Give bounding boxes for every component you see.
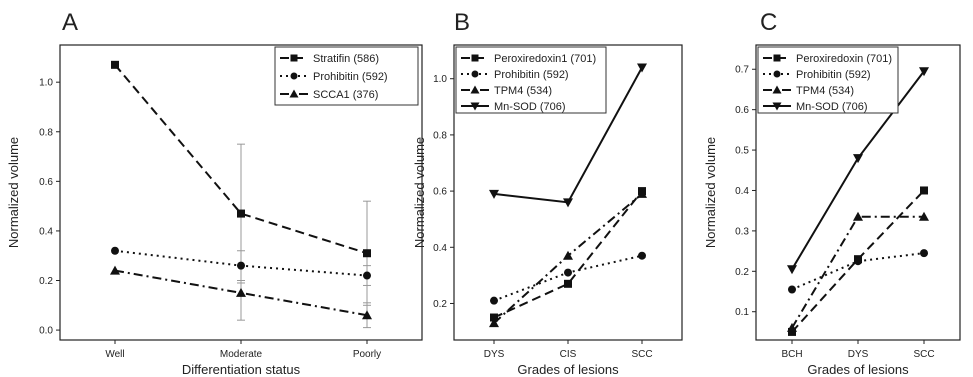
- legend-label: Stratifin (586): [313, 53, 379, 65]
- data-point: [853, 154, 863, 164]
- data-point: [920, 249, 928, 258]
- y-tick-label: 0.1: [735, 307, 749, 318]
- series-line: [493, 190, 643, 319]
- legend-label: TPM4 (534): [796, 85, 854, 97]
- x-tick-label: SCC: [913, 349, 934, 360]
- legend-label: SCCA1 (376): [313, 89, 378, 101]
- data-point: [490, 313, 498, 322]
- legend-marker: [772, 102, 782, 111]
- data-point: [638, 251, 646, 260]
- legend-label: Prohibitin (592): [313, 71, 388, 83]
- y-tick-label: 1.0: [433, 74, 447, 85]
- x-axis-title: Differentiation status: [182, 362, 301, 377]
- data-point: [788, 327, 796, 336]
- data-point: [854, 257, 862, 266]
- legend-marker: [290, 54, 298, 62]
- chart-panel-c: C 0.1 0.2 0.3 0.4 0.5 0.6 0.7 BCH DYS SCC Grades of…: [703, 9, 961, 377]
- x-tick-label: CIS: [560, 349, 577, 360]
- x-tick-label: Poorly: [353, 349, 381, 360]
- y-tick-label: 0.7: [735, 65, 749, 76]
- y-tick-label: 0.6: [39, 177, 53, 188]
- legend-label: Peroxiredoxin (701): [796, 53, 892, 65]
- data-point: [919, 67, 929, 77]
- y-tick-label: 0.3: [735, 226, 749, 237]
- legend-marker: [289, 89, 299, 98]
- x-tick-label: Moderate: [220, 349, 263, 360]
- legend-marker: [471, 70, 479, 78]
- y-tick-label: 0.8: [39, 127, 53, 138]
- data-point: [111, 60, 119, 69]
- data-point: [787, 322, 797, 332]
- x-tick-label: Well: [105, 349, 124, 360]
- data-point: [563, 198, 573, 208]
- legend-marker: [470, 85, 480, 94]
- y-tick-label: 0.2: [433, 299, 447, 310]
- data-point: [363, 271, 371, 280]
- legend-marker: [470, 102, 480, 111]
- data-point: [788, 285, 796, 294]
- y-tick-label: 1.0: [39, 78, 53, 89]
- chart-panel-b: B 0.2 0.4 0.6 0.8 1.0 DYS CIS SCC Grades of lesio…: [412, 9, 683, 377]
- data-point: [237, 209, 245, 218]
- y-tick-label: 0.4: [735, 186, 749, 197]
- legend-marker: [773, 70, 781, 78]
- panel-label: C: [760, 9, 777, 36]
- data-point: [237, 261, 245, 270]
- series-line: [493, 254, 643, 302]
- legend-label: Prohibitin (592): [796, 69, 871, 81]
- data-point: [637, 63, 647, 73]
- x-tick-label: SCC: [631, 349, 652, 360]
- legend-marker: [290, 72, 298, 80]
- legend-label: Mn-SOD (706): [494, 101, 566, 113]
- data-point: [236, 287, 246, 297]
- legend-label: Prohibitin (592): [494, 69, 569, 81]
- data-point: [363, 249, 371, 258]
- data-point: [564, 268, 572, 277]
- data-point: [787, 265, 797, 275]
- data-point: [919, 211, 929, 221]
- x-axis-title: Grades of lesions: [517, 362, 619, 377]
- x-tick-label: DYS: [484, 349, 505, 360]
- legend-marker: [773, 54, 781, 62]
- y-tick-label: 0.2: [39, 276, 53, 287]
- x-tick-label: DYS: [848, 349, 869, 360]
- y-tick-label: 0.6: [433, 187, 447, 198]
- legend-marker: [772, 85, 782, 94]
- legend-label: Mn-SOD (706): [796, 101, 868, 113]
- legend-marker: [471, 54, 479, 62]
- y-tick-label: 0.4: [39, 226, 53, 237]
- data-point: [362, 310, 372, 320]
- legend-label: Peroxiredoxin1 (701): [494, 53, 596, 65]
- y-axis-title: Normalized volume: [703, 137, 718, 248]
- y-axis-title: Normalized volume: [412, 137, 427, 248]
- data-point: [920, 186, 928, 195]
- series-line: [114, 64, 368, 255]
- y-tick-label: 0.8: [433, 130, 447, 141]
- series-line: [791, 215, 924, 329]
- y-tick-label: 0.4: [433, 243, 447, 254]
- data-point: [489, 318, 499, 328]
- data-point: [111, 246, 119, 255]
- y-tick-label: 0.6: [735, 105, 749, 116]
- x-axis-title: Grades of lesions: [807, 362, 909, 377]
- y-tick-label: 0.5: [735, 146, 749, 157]
- data-point: [563, 250, 573, 260]
- data-point: [110, 265, 120, 275]
- data-point: [490, 296, 498, 305]
- y-axis-title: Normalized volume: [6, 137, 21, 248]
- chart-panel-a: A 0.0 0.2 0.4 0.6 0.8 1.0 Well Moderate Poorly Dif…: [6, 9, 423, 377]
- panel-label: A: [62, 9, 78, 36]
- panel-label: B: [454, 9, 470, 36]
- x-tick-label: BCH: [781, 349, 802, 360]
- data-point: [489, 189, 499, 199]
- y-tick-label: 0.0: [39, 326, 53, 337]
- data-point: [637, 188, 647, 198]
- data-point: [564, 279, 572, 288]
- data-point: [853, 211, 863, 221]
- y-tick-label: 0.2: [735, 267, 749, 278]
- legend-label: TPM4 (534): [494, 85, 552, 97]
